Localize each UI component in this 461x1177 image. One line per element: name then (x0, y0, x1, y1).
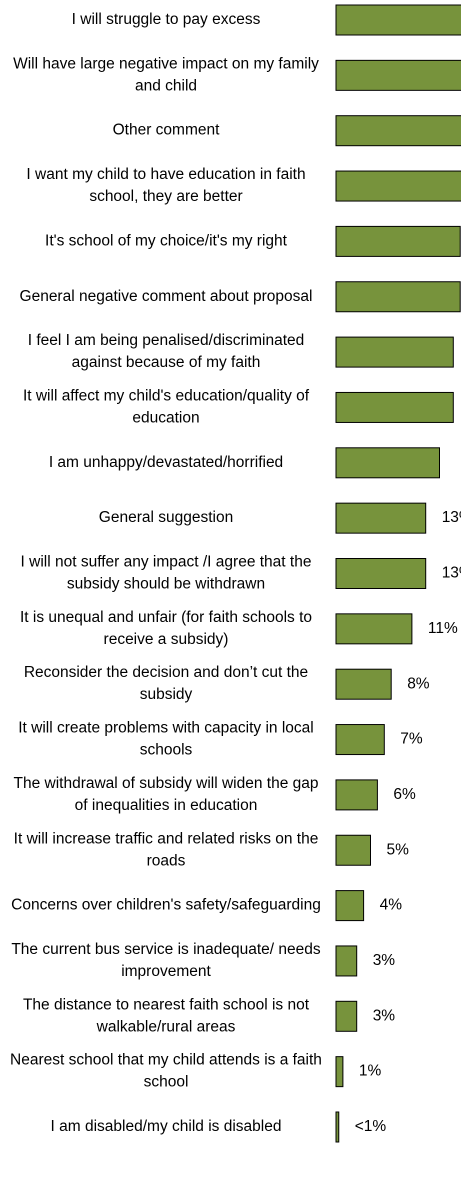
category-label: The withdrawal of subsidy will widen the… (14, 775, 319, 814)
bar (335, 447, 440, 479)
value-label: 13% (442, 509, 461, 526)
category-label: Nearest school that my child attends is … (10, 1052, 322, 1091)
bar (335, 281, 461, 313)
bar (335, 115, 461, 147)
bar (335, 945, 358, 977)
bar (335, 4, 461, 36)
value-label: 5% (387, 841, 410, 858)
value-label: 4% (380, 897, 403, 914)
bar (335, 1000, 358, 1032)
value-label: 11% (428, 620, 458, 637)
bar (335, 724, 385, 756)
category-label: It will create problems with capacity in… (18, 720, 313, 759)
value-label: <1% (355, 1118, 387, 1135)
value-label: 3% (373, 952, 396, 969)
category-label: It is unequal and unfair (for faith scho… (20, 609, 312, 648)
bar (335, 170, 461, 202)
bar (335, 558, 427, 589)
value-label: 7% (400, 731, 423, 748)
bar (335, 834, 371, 866)
value-label: 1% (359, 1063, 382, 1080)
category-label: I want my child to have education in fai… (26, 166, 305, 205)
bar (335, 225, 461, 257)
category-label: I am disabled/my child is disabled (51, 1118, 282, 1135)
category-label: I will not suffer any impact /I agree th… (21, 554, 312, 593)
category-label: I will struggle to pay excess (72, 11, 261, 28)
category-label: General suggestion (99, 509, 233, 526)
bar (335, 502, 427, 534)
bar (335, 391, 454, 423)
bar (335, 890, 365, 922)
bar (335, 59, 461, 91)
category-label: It will affect my child's education/qual… (23, 388, 310, 427)
category-label: Concerns over children's safety/safeguar… (11, 897, 321, 914)
value-label: 3% (373, 1007, 396, 1024)
bar (335, 613, 413, 645)
bar (335, 1111, 340, 1143)
bar (335, 779, 378, 811)
category-label: Reconsider the decision and don’t cut th… (24, 664, 308, 703)
category-label: Will have large negative impact on my fa… (13, 55, 319, 94)
category-label: General negative comment about proposal (20, 288, 313, 305)
category-label: It will increase traffic and related ris… (14, 830, 319, 869)
bar (335, 668, 392, 700)
category-label: Other comment (113, 122, 221, 139)
value-label: 6% (393, 786, 416, 803)
bar (335, 1056, 344, 1088)
value-label: 13% (442, 565, 461, 582)
value-label: 8% (407, 675, 430, 692)
category-label: The distance to nearest faith school is … (23, 996, 310, 1035)
category-label: The current bus service is inadequate/ n… (11, 941, 321, 980)
category-label: I am unhappy/devastated/horrified (49, 454, 283, 471)
bar (335, 336, 454, 368)
category-label: I feel I am being penalised/discriminate… (28, 332, 305, 371)
category-label: It's school of my choice/it's my right (45, 232, 288, 249)
